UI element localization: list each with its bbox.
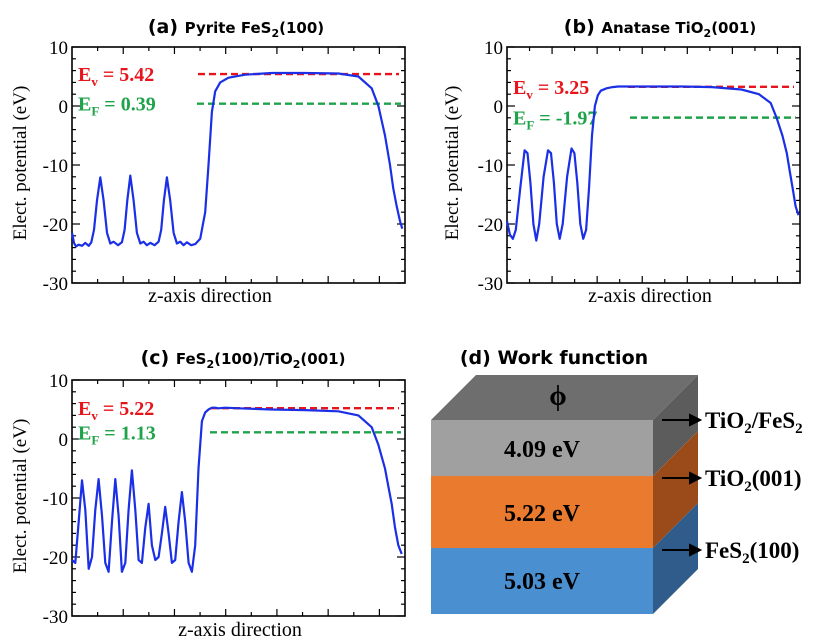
panel-c-title: (c) FeS2(100)/TiO2(001) [141, 347, 346, 371]
panel-b-xlabel: z-axis direction [588, 285, 712, 307]
label-fes2: FeS2(100) [705, 538, 799, 567]
layer-tio2-fes2 [431, 420, 653, 476]
arrow-head-fes2 [689, 543, 703, 557]
panel-c-potential-curve [71, 406, 403, 573]
panel-b-ticks [507, 46, 800, 284]
ytick-label: 0 [494, 97, 504, 118]
ytick-label: 10 [49, 371, 68, 392]
ytick-label: -10 [478, 156, 503, 177]
label-tio2-fes2: TiO2/FeS2 [705, 408, 803, 437]
panel-b-potential-curve [505, 85, 800, 242]
ytick-label: -10 [43, 156, 68, 177]
ytick-label: 10 [49, 38, 68, 59]
panel-a-ylabel: Elect. potential (eV) [10, 86, 31, 241]
panel-a-xlabel: z-axis direction [148, 285, 272, 307]
panel-c-ytick-labels: 10 0 -10 -20 -30 [43, 371, 68, 628]
side-tio2 [653, 431, 698, 548]
ytick-label: -10 [43, 489, 68, 510]
phi-symbol: ϕ [549, 381, 566, 412]
panel-c-ticks [72, 379, 405, 617]
ytick-label: 0 [59, 430, 69, 451]
panel-b-anatase: (b) Anatase TiO2(001) z-axis direction E… [442, 16, 801, 307]
panel-b-title: (b) Anatase TiO2(001) [564, 16, 756, 40]
panel-c-ev-label: Ev = 5.22 [78, 398, 154, 423]
panel-a-pyrite: (a) Pyrite FeS2(100) z-axis direction El… [10, 16, 406, 307]
layer-arrows [662, 413, 703, 557]
panel-a-ticks [72, 46, 405, 284]
panel-b-ev-label: Ev = 3.25 [513, 77, 589, 102]
ytick-label: 10 [484, 38, 503, 59]
panel-a-potential-curve [70, 71, 404, 248]
layer-fes2 [431, 548, 653, 614]
panel-b-ytick-labels: 10 0 -10 -20 -30 [478, 38, 503, 295]
panel-a-title: (a) Pyrite FeS2(100) [148, 16, 324, 40]
label-tio2: TiO2(001) [705, 466, 802, 495]
layer-tio2-value: 5.22 eV [504, 501, 581, 527]
side-tio2-fes2 [653, 375, 698, 476]
side-fes2 [653, 503, 698, 614]
panel-a-ef-label: EF = 0.39 [78, 94, 156, 119]
panel-d-title: (d) Work function [460, 347, 648, 369]
ytick-label: -20 [43, 215, 68, 236]
panel-c-ylabel: Elect. potential (eV) [10, 419, 31, 574]
panel-a-ev-label: Ev = 5.42 [78, 64, 154, 89]
ytick-label: -30 [43, 274, 68, 295]
panel-a-ytick-labels: 10 0 -10 -20 -30 [43, 38, 68, 295]
ytick-label: -20 [43, 548, 68, 569]
layer-tio2-fes2-value: 4.09 eV [504, 437, 581, 463]
arrow-head-tio2 [689, 471, 703, 485]
ytick-label: -30 [478, 274, 503, 295]
block-top-face [431, 375, 698, 420]
panel-b-ylabel: Elect. potential (eV) [442, 86, 463, 241]
arrow-head-tio2-fes2 [689, 413, 703, 427]
panel-d-work-function: (d) Work function ϕ 4.09 eV 5.22 eV 5.03… [431, 347, 803, 614]
ytick-label: -30 [43, 607, 68, 628]
panel-b-ef-label: EF = -1.97 [513, 108, 597, 133]
layer-tio2 [431, 476, 653, 548]
panel-c-interface: (c) FeS2(100)/TiO2(001) z-axis direction… [10, 347, 406, 640]
ytick-label: -20 [478, 215, 503, 236]
panel-c-ef-label: EF = 1.13 [78, 422, 156, 447]
ytick-label: 0 [59, 97, 69, 118]
layer-fes2-value: 5.03 eV [504, 569, 581, 595]
panel-c-xlabel: z-axis direction [178, 619, 302, 640]
